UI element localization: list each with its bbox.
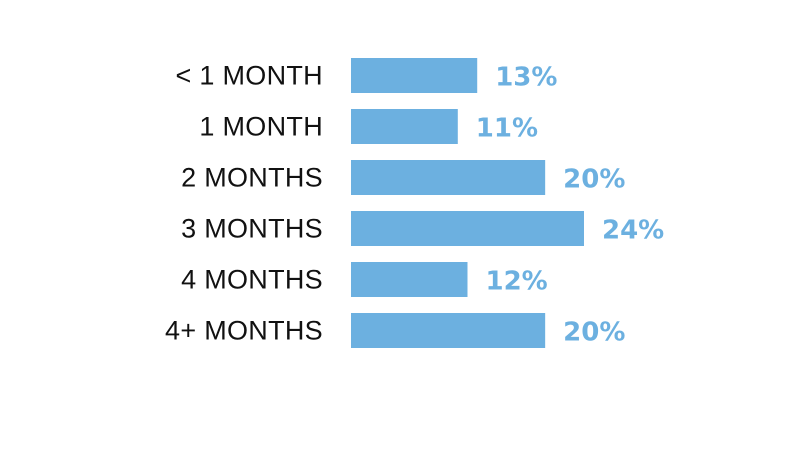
bar-row: < 1 MONTH 13% [176, 58, 557, 93]
bar-row: 4+ MONTHS 20% [165, 313, 625, 348]
category-label: 2 MONTHS [181, 163, 323, 193]
bar [351, 211, 584, 246]
value-label: 20% [563, 165, 625, 195]
value-label: 13% [495, 63, 557, 93]
category-label: 4 MONTHS [181, 265, 323, 295]
bar [351, 58, 478, 93]
category-label: 1 MONTH [199, 112, 323, 142]
value-label: 24% [602, 216, 664, 246]
bar [351, 160, 546, 195]
bar [351, 109, 458, 144]
bar [351, 313, 546, 348]
bar [351, 262, 468, 297]
category-label: 4+ MONTHS [165, 316, 323, 346]
category-label: 3 MONTHS [181, 214, 323, 244]
bar-row: 3 MONTHS 24% [181, 211, 664, 246]
bar-row: 1 MONTH 11% [199, 109, 538, 144]
bar-row: 2 MONTHS 20% [181, 160, 625, 195]
category-label: < 1 MONTH [176, 61, 323, 91]
bar-row: 4 MONTHS 12% [181, 262, 548, 297]
value-label: 11% [476, 114, 538, 144]
value-label: 12% [486, 267, 548, 297]
value-label: 20% [563, 318, 625, 348]
